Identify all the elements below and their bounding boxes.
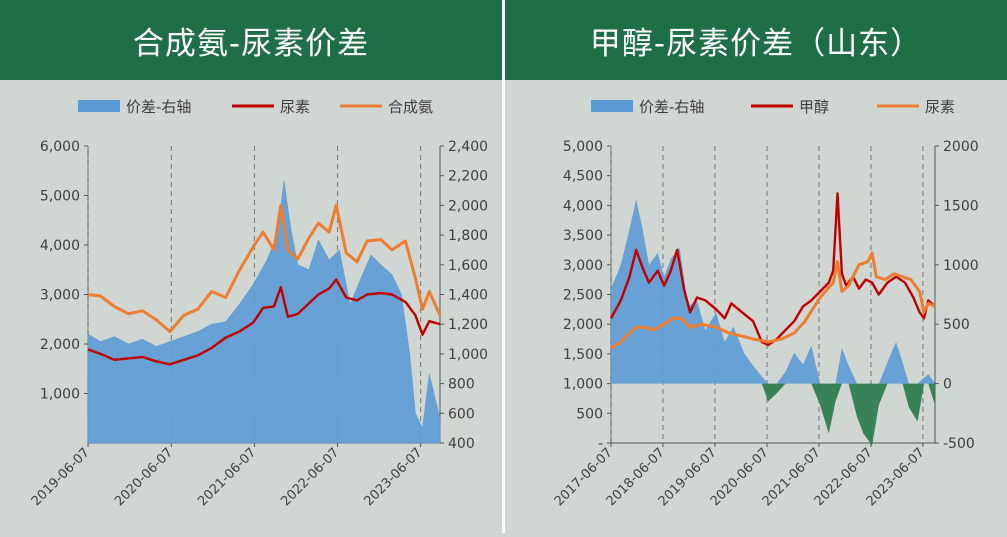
chart-panel-ammonia-urea: 合成氨-尿素价差 6,000 5,000 4,000 3,000 2,000 1,000 2… (0, 0, 502, 533)
y-right-tick-label: 2,200 (448, 169, 488, 185)
spread-area-positive (611, 199, 935, 384)
x-tick-label: 2021-06-07 (195, 445, 259, 509)
y-right-tick-label: 1,800 (448, 228, 488, 244)
y-right-tick-label: 1500 (943, 198, 979, 214)
y-left-tick-label: 3,000 (563, 258, 603, 274)
y-left-tick-label: 5,000 (40, 189, 80, 205)
y-left-tick-label: 1,000 (563, 377, 603, 393)
y-right-tick-label: 1,000 (448, 347, 488, 363)
x-tick-label: 2022-06-07 (278, 445, 342, 509)
legend-label: 价差-右轴 (639, 98, 704, 116)
legend-label: 合成氨 (388, 98, 433, 116)
legend-label: 尿素 (280, 98, 310, 116)
y-left-tick-label: 6,000 (40, 139, 80, 155)
y-left-tick-label: 5,000 (563, 139, 603, 155)
spread-area (87, 180, 441, 444)
legend-label: 价差-右轴 (126, 98, 191, 116)
series-line-second (610, 251, 936, 350)
series-line-first (87, 278, 441, 366)
legend-swatch-area (78, 100, 120, 112)
y-right-tick-label: 1,600 (448, 258, 488, 274)
y-right-tick-label: 0 (943, 377, 952, 393)
y-right-tick-label: -500 (943, 436, 975, 452)
chart-panel-methanol-urea: 甲醇-尿素价差（山东） 5,000 4,500 4,000 3,500 3,000 2,5… (505, 0, 1007, 533)
y-left-tick-label: - (598, 436, 603, 452)
y-right-tick-label: 2000 (943, 139, 979, 155)
chart-body: 5,000 4,500 4,000 3,500 3,000 2,500 2,000 1,500… (505, 86, 1007, 533)
y-left-tick-label: 4,500 (563, 169, 603, 185)
series-line-first (609, 192, 936, 347)
y-right-tick-label: 2,000 (448, 198, 488, 214)
y-right-tick-label: 400 (448, 436, 475, 452)
y-left-tick-label: 2,000 (40, 337, 80, 353)
y-left-tick-label: 3,000 (40, 288, 80, 304)
y-left-tick-label: 500 (576, 406, 603, 422)
series-line-second (87, 203, 442, 334)
chart-body: 6,000 5,000 4,000 3,000 2,000 1,000 2,400 2,200… (0, 86, 502, 533)
legend-label: 甲醇 (799, 98, 829, 116)
x-tick-label: 2023-06-07 (361, 445, 425, 509)
y-left-tick-label: 4,000 (563, 198, 603, 214)
x-tick-label: 2019-06-07 (29, 445, 93, 509)
y-right-tick-label: 800 (448, 377, 475, 393)
y-right-tick-label: 500 (943, 317, 970, 333)
ammonia-urea-chart: 6,000 5,000 4,000 3,000 2,000 1,000 2,400 2,200… (29, 98, 488, 509)
methanol-urea-chart: 5,000 4,500 4,000 3,500 3,000 2,500 2,000 1,500… (552, 98, 979, 509)
x-tick-label: 2020-06-07 (112, 445, 176, 509)
legend-swatch-area (591, 100, 633, 112)
y-right-tick-label: 1000 (943, 258, 979, 274)
y-left-tick-label: 3,500 (563, 228, 603, 244)
y-left-tick-label: 1,000 (40, 387, 80, 403)
y-right-tick-label: 600 (448, 406, 475, 422)
y-left-tick-label: 2,000 (563, 317, 603, 333)
y-right-tick-label: 2,400 (448, 139, 488, 155)
y-left-tick-label: 2,500 (563, 288, 603, 304)
chart-title: 合成氨-尿素价差 (0, 0, 502, 80)
y-right-tick-label: 1,400 (448, 288, 488, 304)
panel-divider (502, 0, 505, 533)
y-left-tick-label: 1,500 (563, 347, 603, 363)
y-left-tick-label: 4,000 (40, 238, 80, 254)
y-right-tick-label: 1,200 (448, 317, 488, 333)
chart-title: 甲醇-尿素价差（山东） (505, 0, 1007, 80)
spread-area-negative (611, 383, 935, 446)
legend-label: 尿素 (925, 98, 955, 116)
